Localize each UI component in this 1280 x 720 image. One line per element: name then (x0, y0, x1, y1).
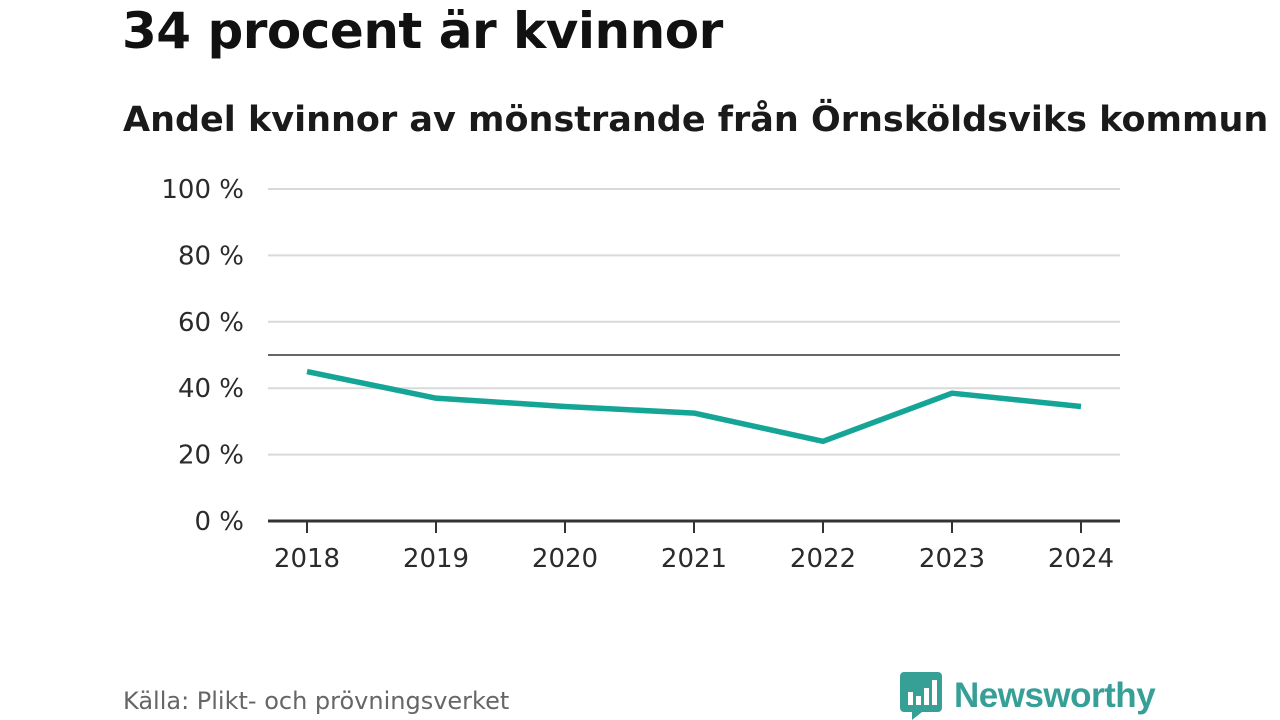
line-chart: 0 % 20 % 40 % 60 % 80 % 100 % 2018 2019 2020 202… (161, 175, 1120, 574)
source-note: Källa: Plikt- och prövningsverket (123, 687, 510, 715)
chart-title: 34 procent är kvinnor (122, 2, 723, 60)
y-tick-label: 40 % (178, 374, 244, 404)
brand-logo: Newsworthy (900, 672, 1156, 720)
chart-subtitle: Andel kvinnor av mönstrande från Örnsköl… (123, 100, 1269, 140)
y-tick-label: 100 % (161, 175, 244, 205)
y-tick-label: 60 % (178, 308, 244, 338)
series-group (306, 368, 1082, 445)
series-line (306, 368, 1082, 445)
x-tick-label: 2022 (790, 544, 856, 574)
y-tick-label: 20 % (178, 441, 244, 471)
x-tick-label: 2020 (532, 544, 598, 574)
x-tick-label: 2021 (661, 544, 727, 574)
x-tick-label: 2018 (274, 544, 340, 574)
newsworthy-logo-icon (900, 672, 942, 720)
y-tick-label: 0 % (194, 507, 244, 537)
gridlines (268, 188, 1120, 456)
y-tick-label: 80 % (178, 241, 244, 271)
x-tick-label: 2023 (919, 544, 985, 574)
brand-name: Newsworthy (954, 676, 1156, 715)
x-axis-ticks: 2018 2019 2020 2021 2022 2023 2024 (274, 521, 1114, 574)
x-tick-label: 2024 (1048, 544, 1114, 574)
x-tick-label: 2019 (403, 544, 469, 574)
y-axis-ticks: 0 % 20 % 40 % 60 % 80 % 100 % (161, 175, 244, 537)
